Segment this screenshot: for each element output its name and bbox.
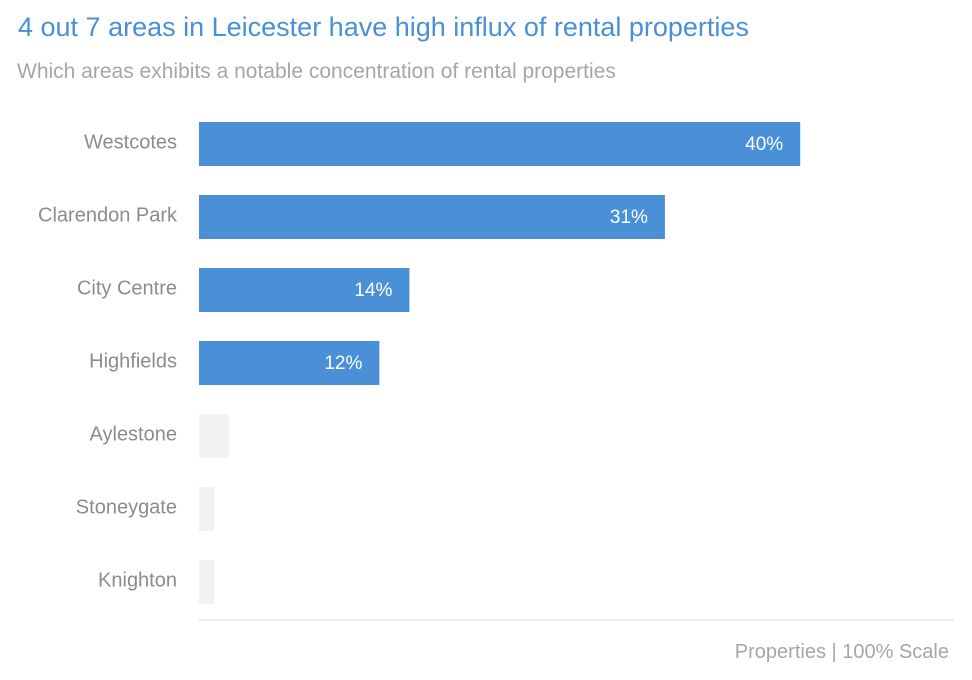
value-label: 31% xyxy=(610,207,648,228)
bar-westcotes xyxy=(199,122,801,166)
bar-knighton xyxy=(199,560,215,604)
category-label: Stoneygate xyxy=(76,496,177,518)
bar-stoneygate xyxy=(199,487,215,531)
value-label: 12% xyxy=(324,353,362,374)
category-label: Aylestone xyxy=(90,423,177,445)
scale-note: Properties | 100% Scale xyxy=(734,641,949,663)
category-label: Highfields xyxy=(89,350,177,372)
category-label: City Centre xyxy=(77,277,177,299)
value-label: 14% xyxy=(354,280,392,301)
bars-group: Westcotes 40% Clarendon Park 31% City Centre… xyxy=(38,122,801,604)
chart-subtitle: Which areas exhibits a notable concentra… xyxy=(17,60,616,83)
value-label: 40% xyxy=(745,134,783,155)
bar-aylestone xyxy=(199,414,230,458)
bar-city-centre xyxy=(199,268,410,312)
category-label: Westcotes xyxy=(84,131,177,153)
category-label: Knighton xyxy=(98,569,177,591)
chart-title: 4 out 7 areas in Leicester have high inf… xyxy=(18,12,749,42)
bar-clarendon-park xyxy=(199,195,665,239)
category-label: Clarendon Park xyxy=(38,204,178,226)
bar-highfields xyxy=(199,341,380,385)
